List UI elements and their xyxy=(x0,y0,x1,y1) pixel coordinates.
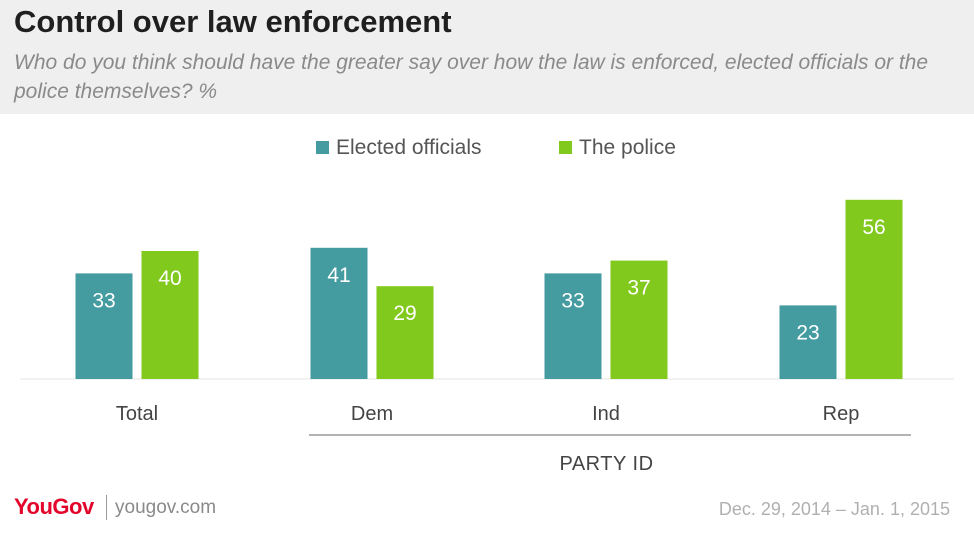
data-label: 56 xyxy=(862,216,885,239)
bar-chart: Elected officials The police 33 40 Total 41 29… xyxy=(20,136,954,475)
bar xyxy=(610,260,668,379)
bar xyxy=(544,273,602,379)
data-label: 37 xyxy=(627,277,650,300)
category-label: Dem xyxy=(351,403,393,425)
header: Control over law enforcement Who do you … xyxy=(0,0,974,114)
bar xyxy=(141,251,199,379)
legend-label: Elected officials xyxy=(336,136,482,159)
bar xyxy=(75,273,133,379)
legend-swatch xyxy=(559,141,572,154)
legend-swatch xyxy=(316,141,329,154)
data-label: 40 xyxy=(158,267,181,290)
yougov-logo: YouGov xyxy=(14,494,94,519)
chart-subtitle: Who do you think should have the greater… xyxy=(14,51,929,103)
footer-url: yougov.com xyxy=(115,497,217,518)
bar xyxy=(779,305,837,379)
bar xyxy=(376,286,434,379)
legend-label: The police xyxy=(579,136,676,159)
category-label: Total xyxy=(116,403,158,425)
chart-title: Control over law enforcement xyxy=(14,4,452,39)
footer-divider xyxy=(106,495,107,520)
data-label: 33 xyxy=(561,289,584,312)
survey-date: Dec. 29, 2014 – Jan. 1, 2015 xyxy=(718,499,950,519)
bar xyxy=(845,199,903,379)
data-label: 33 xyxy=(92,289,115,312)
data-label: 23 xyxy=(796,321,819,344)
category-label: Ind xyxy=(592,403,620,425)
data-label: 29 xyxy=(393,302,416,325)
data-label: 41 xyxy=(327,264,350,287)
group-label: PARTY ID xyxy=(559,453,653,475)
category-label: Rep xyxy=(823,403,860,425)
bar xyxy=(310,247,368,379)
